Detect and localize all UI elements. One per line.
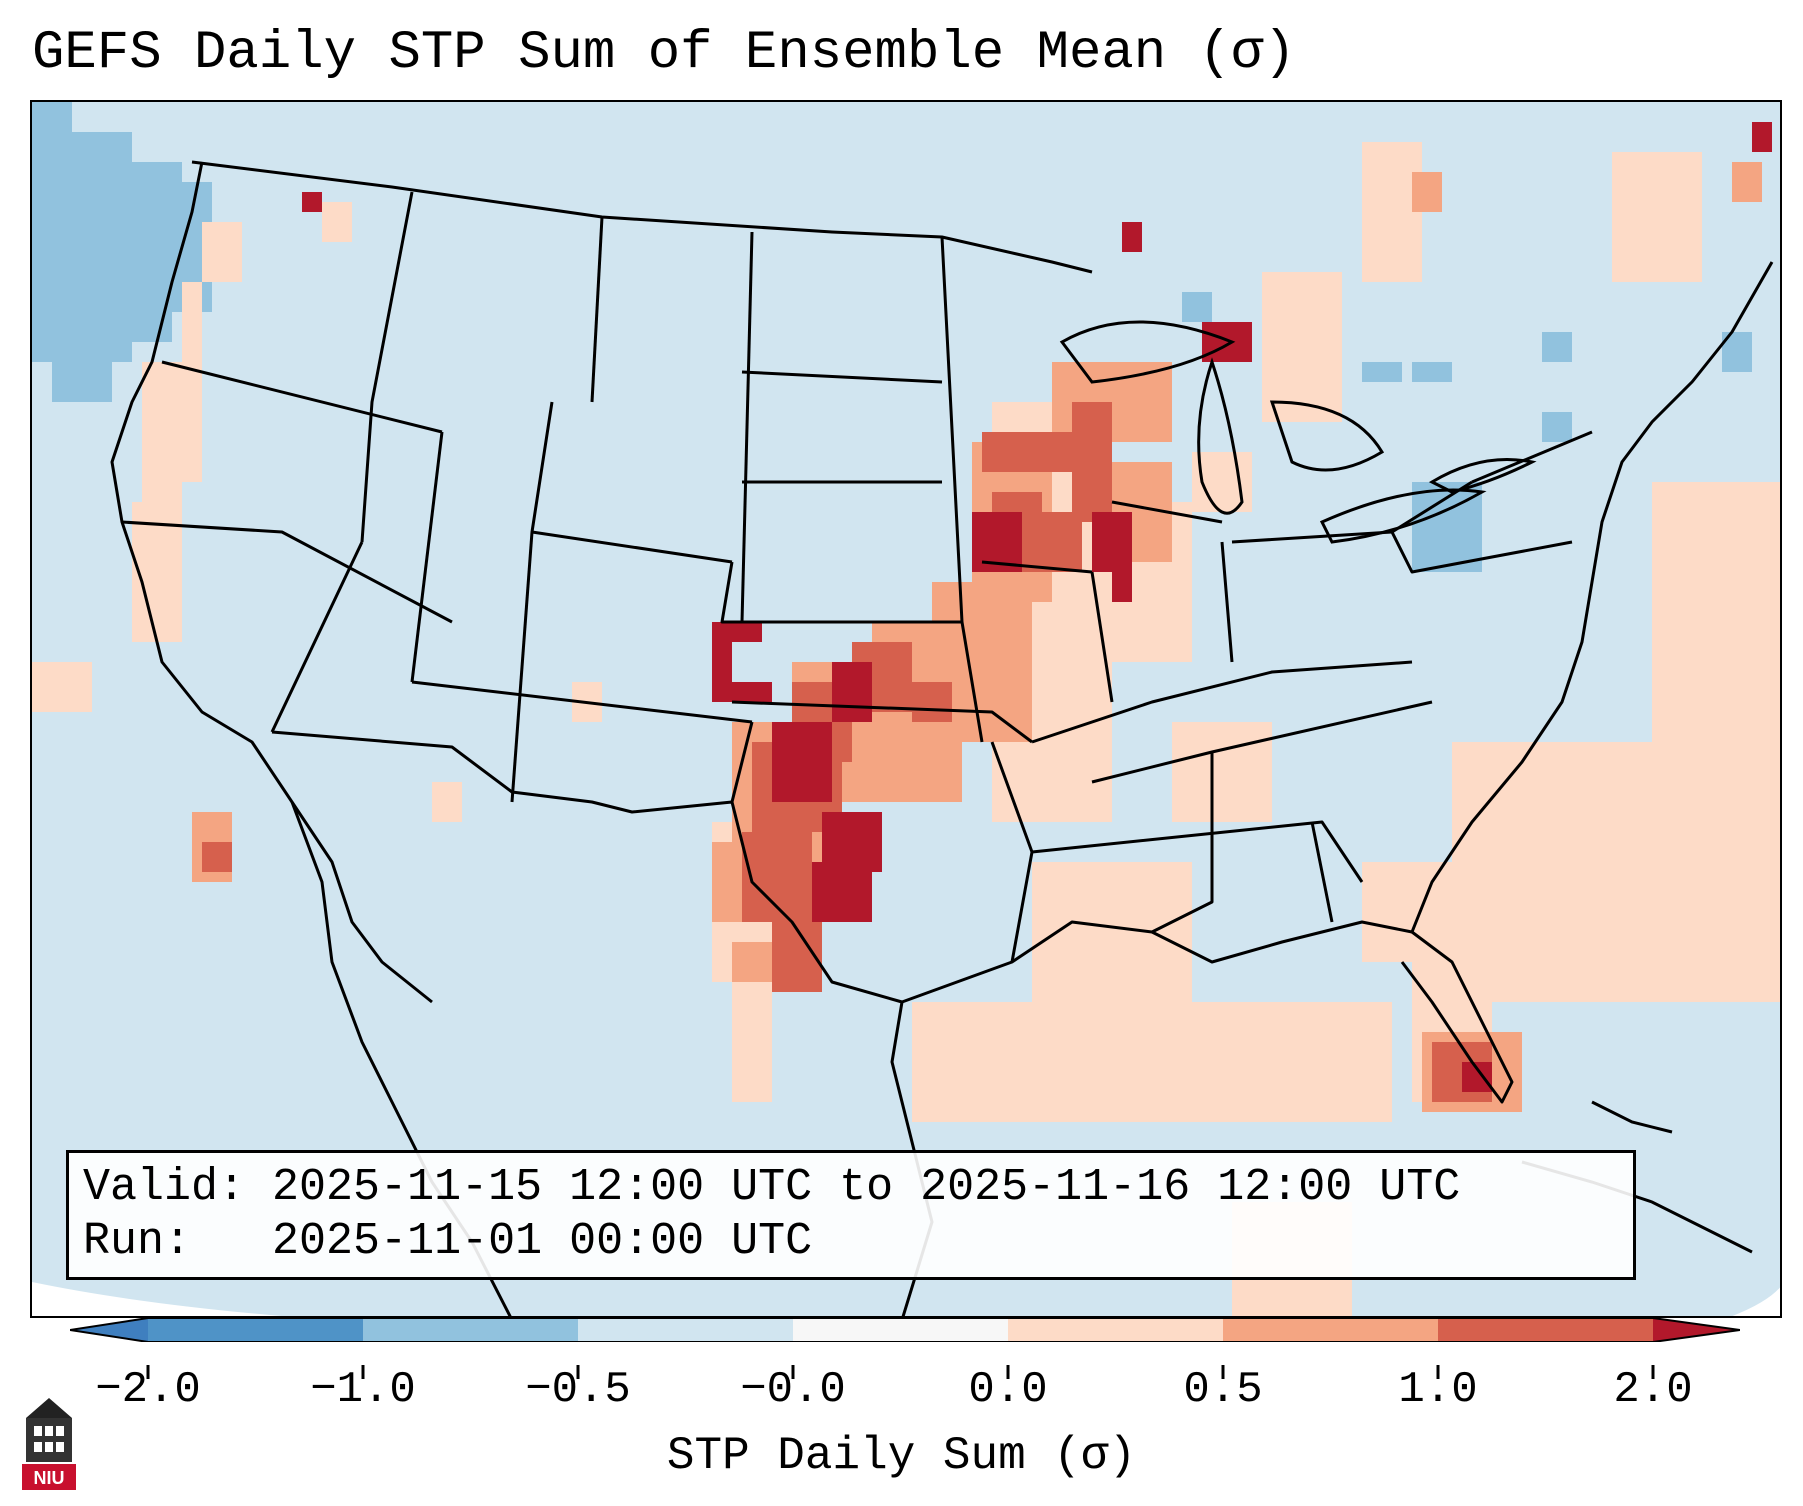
colorbar-tick-label: −1.0 bbox=[310, 1365, 416, 1415]
map-panel[interactable] bbox=[30, 100, 1782, 1318]
colorbar-segment-neg1-neg05 bbox=[363, 1318, 578, 1342]
great-lakes bbox=[1059, 320, 1537, 544]
colorbar-tick-label: 1.0 bbox=[1398, 1365, 1478, 1415]
colorbar-tick-label: 2.0 bbox=[1613, 1365, 1693, 1415]
colorbar-tick-label: −2.0 bbox=[95, 1365, 201, 1415]
valid-run-info-box: Valid: 2025-11-15 12:00 UTC to 2025-11-1… bbox=[66, 1150, 1636, 1280]
colorbar bbox=[70, 1318, 1740, 1342]
valid-line: Valid: 2025-11-15 12:00 UTC to 2025-11-1… bbox=[83, 1161, 1619, 1215]
colorbar-label: STP Daily Sum (σ) bbox=[666, 1430, 1137, 1482]
colorbar-segment-1-2 bbox=[1438, 1318, 1653, 1342]
colorbar-segment-neg05-0 bbox=[578, 1318, 793, 1342]
colorbar-segment-zero bbox=[793, 1318, 1008, 1342]
colorbar-tick-label: −0.0 bbox=[740, 1365, 846, 1415]
colorbar-tick-label: 0.0 bbox=[968, 1365, 1048, 1415]
state-boundaries bbox=[110, 160, 1774, 1104]
valid-label: Valid: bbox=[83, 1162, 246, 1213]
map-title: GEFS Daily STP Sum of Ensemble Mean (σ) bbox=[32, 23, 1296, 84]
run-line: Run: 2025-11-01 00:00 UTC bbox=[83, 1215, 1619, 1269]
colorbar-tick-label: −0.5 bbox=[525, 1365, 631, 1415]
valid-value: 2025-11-15 12:00 UTC to 2025-11-16 12:00… bbox=[272, 1162, 1461, 1213]
map-canvas bbox=[32, 102, 1780, 1316]
niu-logo-icon: NIU bbox=[22, 1398, 76, 1490]
run-value: 2025-11-01 00:00 UTC bbox=[272, 1216, 813, 1267]
colorbar-under-triangle bbox=[70, 1318, 148, 1342]
colorbar-segment-0-05 bbox=[1008, 1318, 1223, 1342]
colorbar-segment-05-1 bbox=[1223, 1318, 1438, 1342]
colorbar-ticks bbox=[146, 1365, 1655, 1379]
colorbar-tick-label: 0.5 bbox=[1183, 1365, 1263, 1415]
domain-corner-bottom-left bbox=[32, 1282, 282, 1316]
colorbar-segment-neg2-neg1 bbox=[148, 1318, 363, 1342]
domain-corner-bottom-right bbox=[1732, 1287, 1780, 1316]
run-label: Run: bbox=[83, 1216, 192, 1267]
svg-text:NIU: NIU bbox=[34, 1468, 65, 1488]
weak-positive-cells bbox=[32, 142, 1780, 1316]
colorbar-over-triangle bbox=[1653, 1318, 1740, 1342]
